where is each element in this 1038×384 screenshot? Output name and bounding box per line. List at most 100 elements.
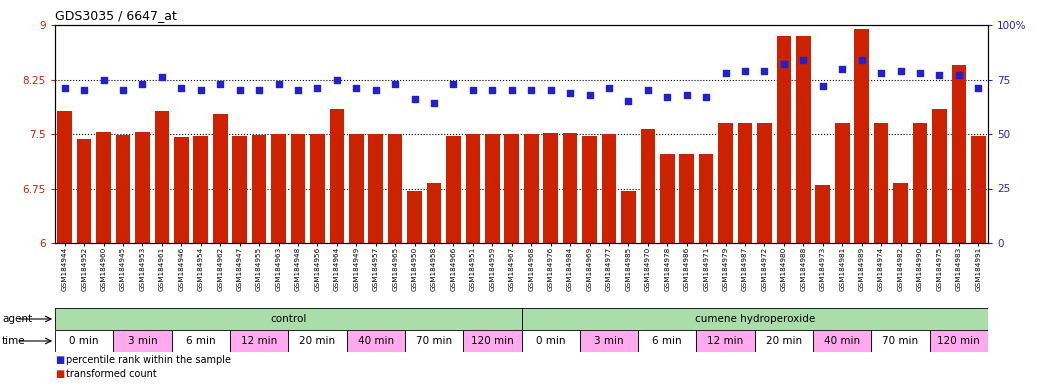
Point bbox=[717, 70, 734, 76]
Bar bbox=[116, 135, 131, 243]
Text: cumene hydroperoxide: cumene hydroperoxide bbox=[694, 314, 815, 324]
Bar bbox=[894, 183, 908, 243]
Point bbox=[815, 83, 831, 89]
Bar bbox=[699, 154, 713, 243]
Point bbox=[951, 72, 967, 78]
Bar bbox=[580, 330, 638, 352]
Point bbox=[503, 87, 520, 93]
Point bbox=[620, 98, 636, 104]
Text: 70 min: 70 min bbox=[416, 336, 453, 346]
Bar bbox=[310, 134, 325, 243]
Bar bbox=[233, 136, 247, 243]
Bar bbox=[621, 191, 635, 243]
Text: 3 min: 3 min bbox=[594, 336, 624, 346]
Bar bbox=[485, 134, 499, 243]
Bar bbox=[755, 330, 813, 352]
Point bbox=[737, 68, 754, 74]
Point bbox=[95, 76, 112, 83]
Point bbox=[873, 70, 890, 76]
Bar bbox=[835, 123, 849, 243]
Bar bbox=[640, 129, 655, 243]
Point bbox=[893, 68, 909, 74]
Point bbox=[911, 70, 928, 76]
Bar bbox=[466, 134, 481, 243]
Bar bbox=[524, 134, 539, 243]
Bar bbox=[405, 330, 463, 352]
Bar bbox=[193, 136, 208, 243]
Text: 6 min: 6 min bbox=[653, 336, 682, 346]
Bar bbox=[291, 134, 305, 243]
Bar bbox=[932, 109, 947, 243]
Point bbox=[834, 66, 850, 72]
Point bbox=[367, 87, 384, 93]
Bar bbox=[171, 330, 230, 352]
Text: 0 min: 0 min bbox=[536, 336, 566, 346]
Point bbox=[406, 96, 422, 102]
Point bbox=[154, 74, 170, 80]
Point bbox=[969, 85, 986, 91]
Bar bbox=[113, 330, 171, 352]
Bar bbox=[97, 132, 111, 243]
Point bbox=[523, 87, 540, 93]
Bar bbox=[174, 137, 189, 243]
Text: 20 min: 20 min bbox=[299, 336, 335, 346]
Point bbox=[231, 87, 248, 93]
Text: ■: ■ bbox=[55, 369, 64, 379]
Text: 0 min: 0 min bbox=[70, 336, 99, 346]
Text: 20 min: 20 min bbox=[766, 336, 802, 346]
Point bbox=[542, 87, 558, 93]
Point bbox=[192, 87, 209, 93]
Point bbox=[134, 81, 151, 87]
Bar bbox=[521, 308, 988, 330]
Text: control: control bbox=[270, 314, 306, 324]
Bar bbox=[602, 134, 617, 243]
Text: 40 min: 40 min bbox=[358, 336, 393, 346]
Bar bbox=[329, 109, 345, 243]
Point bbox=[484, 87, 500, 93]
Point bbox=[348, 85, 364, 91]
Bar bbox=[427, 184, 441, 243]
Point bbox=[290, 87, 306, 93]
Bar bbox=[388, 134, 403, 243]
Text: ■: ■ bbox=[55, 355, 64, 365]
Bar bbox=[912, 123, 927, 243]
Bar bbox=[57, 111, 72, 243]
Bar bbox=[796, 36, 811, 243]
Bar bbox=[271, 134, 285, 243]
Bar bbox=[289, 330, 347, 352]
Text: agent: agent bbox=[2, 314, 32, 324]
Bar bbox=[813, 330, 871, 352]
Bar bbox=[521, 330, 580, 352]
Text: 120 min: 120 min bbox=[937, 336, 980, 346]
Point bbox=[639, 87, 656, 93]
Bar bbox=[871, 330, 930, 352]
Text: time: time bbox=[2, 336, 26, 346]
Point bbox=[581, 92, 598, 98]
Text: transformed count: transformed count bbox=[66, 369, 157, 379]
Bar bbox=[638, 330, 696, 352]
Point bbox=[212, 81, 228, 87]
Point bbox=[659, 94, 676, 100]
Text: 70 min: 70 min bbox=[882, 336, 919, 346]
Text: 6 min: 6 min bbox=[186, 336, 216, 346]
Point bbox=[679, 92, 695, 98]
Bar bbox=[738, 123, 753, 243]
Bar bbox=[347, 330, 405, 352]
Bar bbox=[213, 114, 227, 243]
Bar bbox=[874, 123, 889, 243]
Point bbox=[426, 100, 442, 106]
Point bbox=[309, 85, 326, 91]
Bar bbox=[463, 330, 521, 352]
Point bbox=[795, 57, 812, 63]
Bar bbox=[368, 134, 383, 243]
Bar bbox=[504, 134, 519, 243]
Point bbox=[601, 85, 618, 91]
Text: 3 min: 3 min bbox=[128, 336, 158, 346]
Bar bbox=[696, 330, 755, 352]
Point bbox=[445, 81, 462, 87]
Point bbox=[329, 76, 346, 83]
Bar bbox=[446, 136, 461, 243]
Point bbox=[698, 94, 714, 100]
Bar bbox=[55, 330, 113, 352]
Bar bbox=[55, 308, 521, 330]
